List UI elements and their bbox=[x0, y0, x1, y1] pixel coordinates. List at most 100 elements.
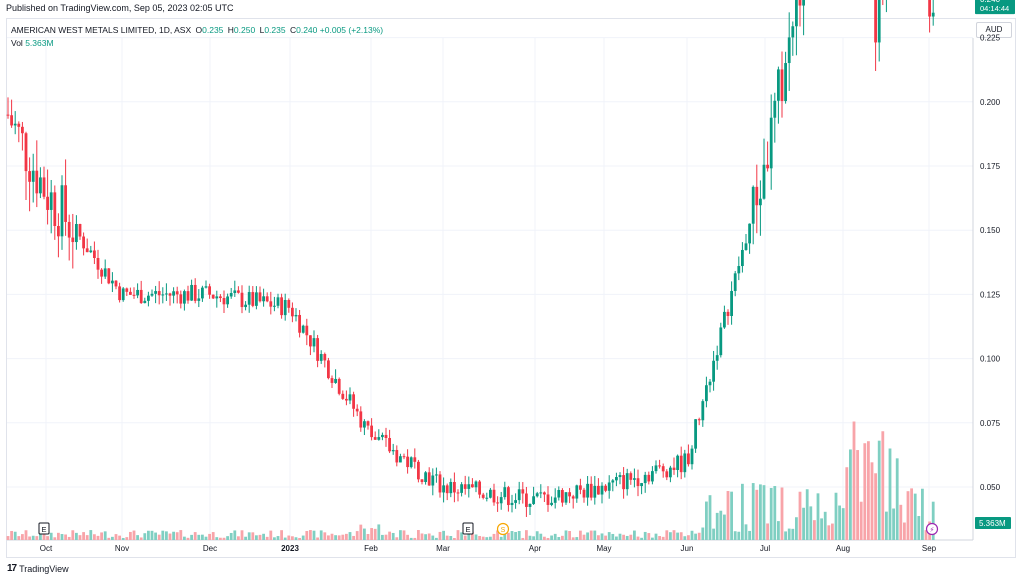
volume-bar bbox=[870, 462, 874, 540]
volume-badge: 5.363M bbox=[975, 517, 1011, 529]
volume-bar bbox=[165, 531, 168, 540]
candle-body bbox=[226, 296, 229, 305]
candle-body bbox=[6, 114, 10, 116]
candle-body bbox=[456, 492, 460, 494]
volume-bar bbox=[262, 533, 265, 540]
volume-bar bbox=[625, 535, 629, 540]
volume-bar bbox=[60, 534, 64, 540]
volume-bar bbox=[352, 535, 355, 540]
candle-body bbox=[759, 198, 762, 206]
candle-body bbox=[114, 280, 118, 287]
volume-bar bbox=[813, 520, 816, 540]
volume-bar bbox=[424, 534, 427, 540]
candle-body bbox=[690, 448, 694, 465]
candle-body bbox=[57, 226, 60, 237]
volume-bar bbox=[877, 440, 881, 540]
volume-bar bbox=[827, 525, 831, 540]
candle-body bbox=[539, 492, 543, 494]
candle-body bbox=[413, 457, 417, 462]
x-tick-label: Mar bbox=[436, 544, 450, 553]
volume-bar bbox=[607, 532, 611, 540]
candle-body bbox=[672, 467, 676, 470]
volume-bar bbox=[838, 505, 841, 540]
volume-bar bbox=[179, 530, 183, 540]
candle-body bbox=[363, 421, 366, 428]
volume-bar bbox=[125, 537, 129, 540]
close-value: 0.240 bbox=[296, 25, 318, 35]
candle-body bbox=[24, 133, 28, 172]
candle-body bbox=[485, 497, 489, 499]
volume-bar bbox=[107, 537, 111, 540]
volume-bar bbox=[413, 537, 417, 540]
volume-bar bbox=[528, 535, 532, 540]
candle-body bbox=[147, 295, 150, 301]
y-tick-label: 0.200 bbox=[980, 98, 1001, 107]
volume-bar bbox=[744, 524, 748, 540]
volume-value: 5.363M bbox=[25, 38, 54, 48]
candle-body bbox=[766, 164, 769, 169]
volume-bar bbox=[10, 530, 13, 540]
split-marker-icon[interactable]: ⚡ bbox=[925, 522, 939, 536]
candle-body bbox=[240, 292, 244, 308]
chart-frame bbox=[6, 18, 1016, 558]
dividend-marker-circle bbox=[496, 522, 510, 536]
volume-bar bbox=[136, 535, 139, 540]
candle-body bbox=[337, 378, 341, 394]
candle-body bbox=[93, 250, 96, 258]
volume-bar bbox=[510, 531, 514, 540]
candle-body bbox=[748, 223, 751, 244]
y-axis: 0.050 0.075 0.100 0.125 0.150 0.175 0.200 0.225… bbox=[972, 34, 1001, 540]
volume-bar bbox=[676, 532, 679, 540]
volume-bar bbox=[240, 530, 244, 540]
volume-badge-value: 5.363M bbox=[979, 519, 1006, 528]
volume-bar bbox=[622, 534, 625, 540]
high-label: H bbox=[227, 25, 234, 35]
candle-body bbox=[543, 492, 546, 495]
candle-body bbox=[348, 394, 352, 401]
candle-body bbox=[305, 325, 309, 336]
volume-bar bbox=[809, 506, 813, 540]
candle-body bbox=[78, 223, 82, 237]
x-tick-label: Dec bbox=[203, 544, 217, 553]
candle-body bbox=[384, 434, 388, 438]
volume-bar bbox=[327, 535, 330, 540]
volume-bar bbox=[557, 537, 561, 540]
volume-bar bbox=[618, 533, 622, 540]
candle-body bbox=[222, 298, 226, 305]
volume-bar bbox=[543, 536, 546, 540]
published-note: Published on TradingView.com, Sep 05, 20… bbox=[6, 3, 234, 13]
low-value: 0.235 bbox=[264, 25, 286, 35]
candle-body bbox=[525, 493, 528, 507]
volume-bar bbox=[348, 532, 352, 540]
dividend-marker-icon[interactable]: S bbox=[496, 522, 510, 536]
candle-body bbox=[399, 456, 402, 463]
change-value: +0.005 (+2.13%) bbox=[319, 25, 384, 35]
volume-bar bbox=[226, 536, 229, 540]
candle-body bbox=[21, 126, 24, 134]
candle-body bbox=[298, 314, 301, 333]
volume-bar bbox=[269, 530, 273, 540]
volume-bar bbox=[215, 537, 219, 540]
volume-bar bbox=[53, 537, 57, 540]
volume-bar bbox=[701, 527, 705, 540]
candle-body bbox=[71, 237, 75, 243]
volume-bar bbox=[337, 535, 341, 540]
volume-bar bbox=[305, 531, 309, 540]
candle-body bbox=[730, 290, 733, 316]
volume-bar bbox=[67, 536, 71, 540]
earnings-marker-icon[interactable]: E bbox=[462, 522, 474, 535]
volume-bar bbox=[381, 534, 384, 540]
volume-bar bbox=[460, 532, 463, 540]
volume-bar bbox=[651, 537, 654, 540]
volume-bar bbox=[708, 495, 712, 540]
candle-body bbox=[741, 249, 744, 267]
candle-body bbox=[489, 489, 492, 498]
symbol-title[interactable]: AMERICAN WEST METALS LIMITED, 1D, ASX bbox=[11, 25, 192, 35]
earnings-marker-box bbox=[462, 522, 474, 535]
volume-bar bbox=[251, 532, 255, 540]
volume-bars bbox=[6, 421, 935, 540]
currency-button[interactable]: AUD bbox=[976, 22, 1012, 38]
earnings-marker-icon[interactable]: E bbox=[38, 522, 50, 535]
candle-body bbox=[330, 378, 334, 383]
